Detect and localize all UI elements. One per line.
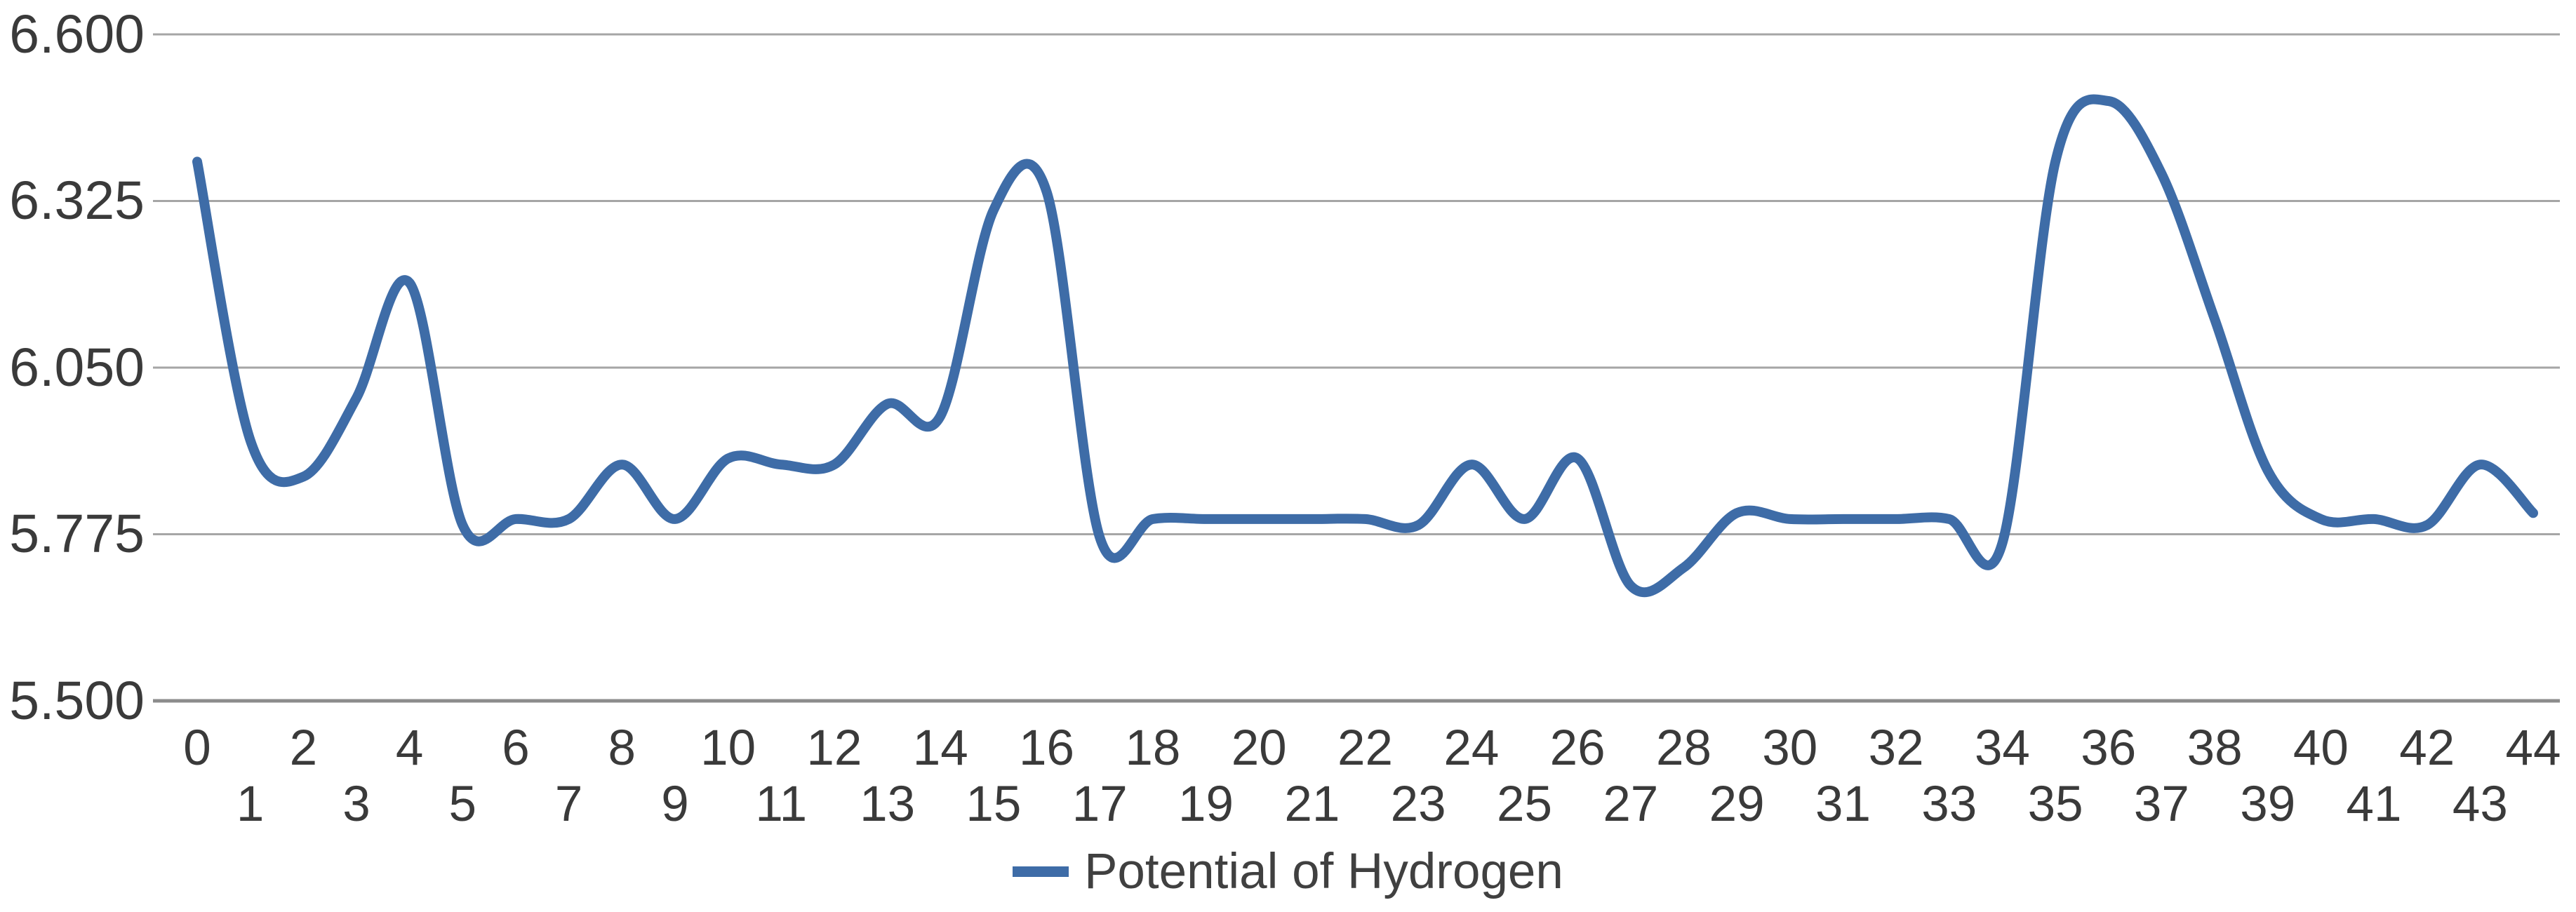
x-axis-tick-label: 42 [2399, 720, 2455, 776]
x-axis-tick-label: 43 [2452, 777, 2508, 832]
x-axis-tick-label: 0 [183, 720, 211, 776]
x-axis-tick-label: 4 [395, 720, 424, 776]
ph-series-line [192, 94, 2538, 598]
x-axis-tick-label: 10 [700, 720, 756, 776]
x-axis-tick-label: 24 [1443, 720, 1500, 776]
x-axis-tick-label: 17 [1072, 777, 1128, 832]
x-axis-tick-label: 38 [2187, 720, 2243, 776]
x-axis-tick-label: 44 [2505, 720, 2561, 776]
x-axis-tick-label: 11 [755, 777, 808, 832]
x-axis-tick-label: 23 [1390, 777, 1446, 832]
x-axis-tick-label: 13 [860, 777, 916, 832]
x-axis-tick-label: 20 [1231, 720, 1287, 776]
legend-series-label: Potential of Hydrogen [1084, 843, 1563, 899]
x-axis-tick-label: 7 [554, 777, 583, 832]
x-axis-tick-label: 18 [1125, 720, 1181, 776]
x-axis-tick-label: 21 [1284, 777, 1340, 832]
legend: Potential of Hydrogen [0, 836, 2576, 906]
x-axis-tick-label: 41 [2346, 777, 2402, 832]
x-axis-tick-label: 14 [912, 720, 968, 776]
x-axis-tick-label: 5 [448, 777, 477, 832]
y-axis-tick-label: 5.500 [9, 671, 145, 731]
x-axis-tick-label: 33 [1921, 777, 1977, 832]
x-axis-tick-label: 30 [1762, 720, 1818, 776]
x-axis-tick-label: 28 [1655, 720, 1711, 776]
x-axis-tick-label: 40 [2293, 720, 2349, 776]
y-axis-tick-label: 6.050 [9, 337, 145, 398]
y-axis-tick-label: 5.775 [9, 504, 145, 565]
x-axis-tick-label: 39 [2240, 777, 2296, 832]
x-axis-tick-label: 26 [1549, 720, 1606, 776]
x-axis-tick-label: 3 [342, 777, 371, 832]
x-axis-tick-label: 16 [1019, 720, 1075, 776]
x-axis-tick-label: 25 [1497, 777, 1552, 832]
x-axis-tick-label: 9 [661, 777, 689, 832]
legend-line-swatch [1013, 866, 1069, 877]
x-axis-tick-label: 6 [502, 720, 530, 776]
x-axis-tick-label: 32 [1868, 720, 1924, 776]
gridlines [153, 33, 2560, 703]
x-axis-tick-label: 36 [2081, 720, 2137, 776]
x-axis-tick-label: 29 [1709, 777, 1765, 832]
x-axis-tick-label: 15 [966, 777, 1022, 832]
x-axis-tick-label: 2 [289, 720, 318, 776]
x-axis-tick-label: 35 [2027, 777, 2083, 832]
x-axis-tick-label: 1 [236, 777, 265, 832]
x-axis-tick-label: 34 [1974, 720, 2030, 776]
x-axis-tick-label: 8 [608, 720, 636, 776]
x-axis-tick-label: 31 [1815, 777, 1871, 832]
x-axis-tick-label: 22 [1337, 720, 1393, 776]
x-axis-tick-label: 19 [1178, 777, 1234, 832]
x-axis-tick-label: 12 [806, 720, 862, 776]
x-axis-tick-label: 27 [1603, 777, 1659, 832]
y-axis-tick-label: 6.600 [9, 4, 145, 65]
y-axis-tick-label: 6.325 [9, 170, 145, 232]
x-axis-tick-label: 37 [2133, 777, 2189, 832]
